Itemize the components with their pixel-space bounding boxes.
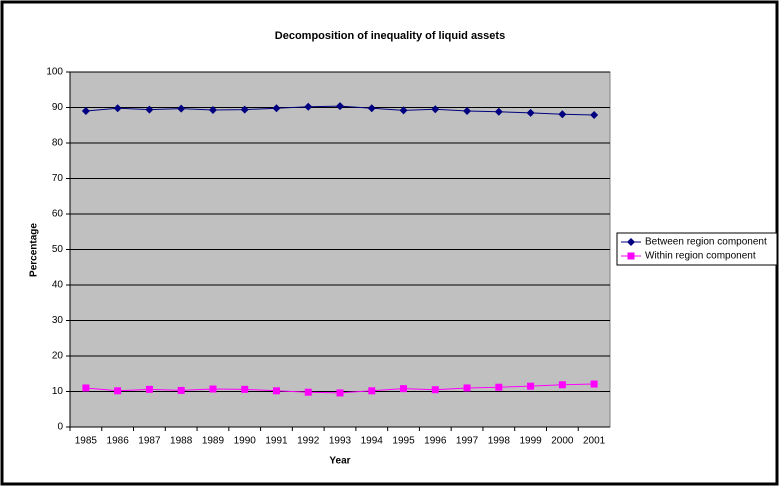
point-marker (304, 102, 313, 111)
y-tick-label: 20 (52, 351, 64, 362)
point-marker (241, 385, 249, 393)
point-marker (526, 108, 535, 117)
point-marker (463, 107, 472, 116)
legend-marker (627, 252, 635, 260)
point-marker (177, 386, 185, 394)
point-marker (368, 387, 376, 395)
y-tick-label: 100 (46, 67, 63, 78)
chart-title: Decomposition of inequality of liquid as… (275, 30, 505, 42)
point-marker (558, 381, 566, 389)
y-tick-label: 0 (57, 422, 63, 433)
point-marker (272, 104, 281, 113)
x-tick-label: 1990 (234, 436, 257, 447)
x-tick-label: 1995 (392, 436, 415, 447)
y-tick-label: 10 (52, 386, 64, 397)
x-tick-label: 1991 (265, 436, 288, 447)
point-marker (82, 384, 90, 392)
point-marker (145, 105, 154, 114)
y-tick-label: 40 (52, 280, 64, 291)
x-tick-label: 1988 (170, 436, 193, 447)
y-tick-label: 80 (52, 138, 64, 149)
point-marker (145, 385, 153, 393)
y-axis-title: Percentage (29, 223, 40, 277)
point-marker (113, 104, 122, 113)
y-tick-label: 30 (52, 315, 64, 326)
point-marker (177, 104, 186, 113)
x-tick-label: 1998 (488, 436, 511, 447)
legend-label: Within region component (645, 251, 756, 262)
legend-box (616, 232, 778, 266)
point-marker (336, 102, 344, 111)
point-marker (272, 387, 280, 395)
x-axis-title: Year (329, 456, 350, 467)
point-marker (431, 386, 439, 394)
point-marker (399, 106, 408, 115)
point-marker (240, 105, 249, 114)
point-marker (81, 107, 90, 116)
point-marker (304, 388, 312, 396)
point-marker (590, 380, 598, 388)
point-marker (463, 384, 471, 392)
x-tick-label: 1992 (297, 436, 320, 447)
point-marker (590, 110, 599, 119)
point-marker (336, 389, 344, 397)
x-tick-label: 1989 (202, 436, 225, 447)
y-tick-label: 60 (52, 209, 64, 220)
y-tick-label: 90 (52, 102, 64, 113)
x-tick-label: 1996 (424, 436, 447, 447)
point-marker (527, 382, 535, 390)
y-tick-label: 50 (52, 244, 64, 255)
x-tick-label: 1999 (519, 436, 542, 447)
point-marker (495, 383, 503, 391)
x-tick-label: 1993 (329, 436, 352, 447)
x-tick-label: 1987 (138, 436, 161, 447)
x-tick-label: 1994 (361, 436, 384, 447)
legend-label: Between region component (645, 237, 767, 248)
point-marker (431, 105, 440, 114)
x-tick-label: 2000 (551, 436, 574, 447)
x-tick-label: 2001 (583, 436, 606, 447)
x-tick-label: 1997 (456, 436, 479, 447)
legend-marker (627, 238, 635, 246)
x-tick-label: 1985 (75, 436, 98, 447)
point-marker (114, 387, 122, 395)
y-tick-label: 70 (52, 173, 64, 184)
point-marker (367, 104, 376, 113)
point-marker (400, 385, 408, 393)
x-tick-label: 1986 (107, 436, 130, 447)
point-marker (209, 385, 217, 393)
point-marker (494, 107, 503, 116)
point-marker (208, 105, 217, 114)
point-marker (558, 110, 567, 119)
